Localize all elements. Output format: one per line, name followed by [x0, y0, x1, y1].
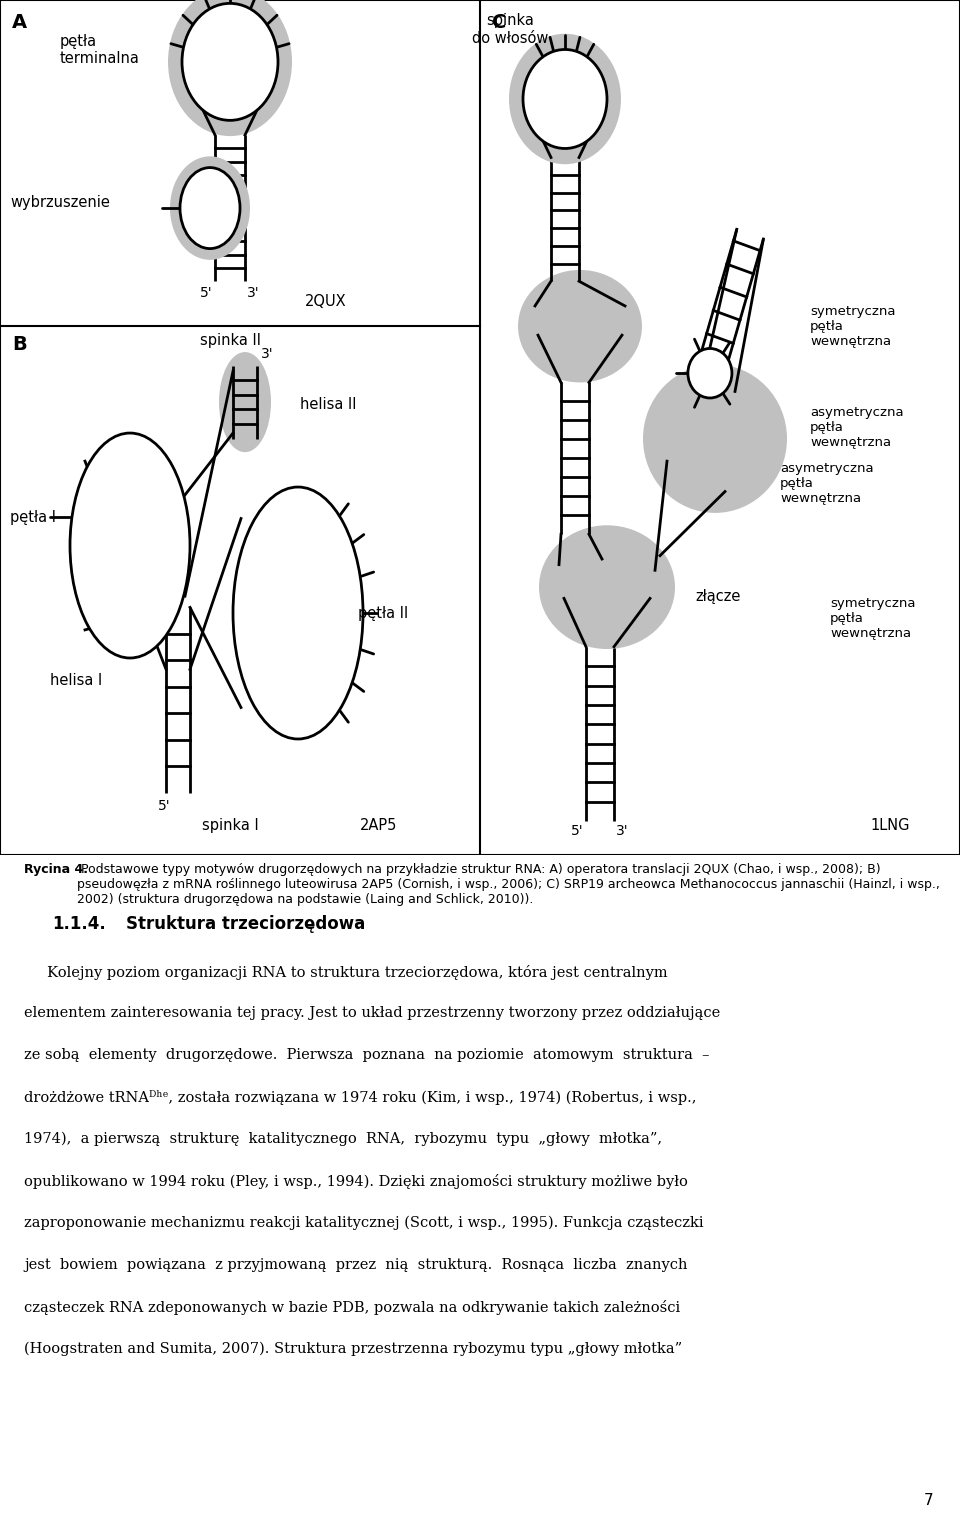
- Ellipse shape: [509, 33, 621, 165]
- Text: zaproponowanie mechanizmu reakcji katalitycznej (Scott, i wsp., 1995). Funkcja c: zaproponowanie mechanizmu reakcji katali…: [24, 1216, 704, 1230]
- Text: 5': 5': [157, 799, 170, 812]
- Text: Podstawowe typy motywów drugorzędowych na przykładzie struktur RNA: A) operatora: Podstawowe typy motywów drugorzędowych n…: [77, 862, 940, 906]
- Text: asymetryczna
pętła
wewnętrzna: asymetryczna pętła wewnętrzna: [780, 461, 874, 505]
- Ellipse shape: [168, 0, 292, 136]
- Text: elementem zainteresowania tej pracy. Jest to układ przestrzenny tworzony przez o: elementem zainteresowania tej pracy. Jes…: [24, 1006, 720, 1020]
- Ellipse shape: [688, 348, 732, 398]
- Text: A: A: [12, 14, 27, 32]
- Text: ze sobą  elementy  drugorzędowe.  Pierwsza  poznana  na poziomie  atomowym  stru: ze sobą elementy drugorzędowe. Pierwsza …: [24, 1049, 709, 1062]
- Text: symetryczna
pętła
wewnętrzna: symetryczna pętła wewnętrzna: [830, 598, 916, 640]
- Text: złącze: złącze: [695, 589, 740, 604]
- Ellipse shape: [539, 525, 675, 649]
- Text: spinka II: spinka II: [200, 333, 260, 348]
- Text: asymetryczna
pętła
wewnętrzna: asymetryczna pętła wewnętrzna: [810, 405, 903, 449]
- Text: drożdżowe tRNAᴰʰᵉ, została rozwiązana w 1974 roku (Kim, i wsp., 1974) (Robertus,: drożdżowe tRNAᴰʰᵉ, została rozwiązana w …: [24, 1091, 697, 1104]
- Text: 3': 3': [261, 346, 274, 360]
- Ellipse shape: [518, 269, 642, 383]
- Text: 1LNG: 1LNG: [871, 819, 910, 834]
- Text: C: C: [492, 14, 506, 32]
- Text: 5': 5': [201, 286, 213, 300]
- Text: spinka
do włosów: spinka do włosów: [471, 14, 548, 45]
- Ellipse shape: [233, 487, 363, 738]
- Text: 5': 5': [571, 823, 584, 838]
- Text: 3': 3': [616, 823, 629, 838]
- Text: Rycina 4.: Rycina 4.: [24, 862, 88, 876]
- Text: B: B: [12, 336, 27, 354]
- Ellipse shape: [219, 353, 271, 452]
- Ellipse shape: [523, 50, 607, 148]
- Text: (Hoogstraten and Sumita, 2007). Struktura przestrzenna rybozymu typu „głowy młot: (Hoogstraten and Sumita, 2007). Struktur…: [24, 1342, 683, 1356]
- Text: Struktura trzeciorzędowa: Struktura trzeciorzędowa: [126, 915, 365, 932]
- Text: pętła II: pętła II: [358, 605, 408, 620]
- Text: 7: 7: [924, 1493, 934, 1508]
- Text: wybrzuszenie: wybrzuszenie: [10, 195, 109, 210]
- Ellipse shape: [643, 365, 787, 513]
- Text: cząsteczek RNA zdeponowanych w bazie PDB, pozwala na odkrywanie takich zależnośc: cząsteczek RNA zdeponowanych w bazie PDB…: [24, 1300, 681, 1315]
- Ellipse shape: [170, 156, 250, 260]
- Text: helisa I: helisa I: [50, 673, 103, 688]
- Text: 1974),  a pierwszą  strukturę  katalitycznego  RNA,  rybozymu  typu  „głowy  mło: 1974), a pierwszą strukturę katalityczne…: [24, 1132, 662, 1147]
- Text: pętła
terminalna: pętła terminalna: [60, 33, 140, 67]
- Text: 2AP5: 2AP5: [360, 819, 397, 834]
- Text: Kolejny poziom organizacji RNA to struktura trzeciorzędowa, która jest centralny: Kolejny poziom organizacji RNA to strukt…: [24, 965, 667, 979]
- Text: opublikowano w 1994 roku (Pley, i wsp., 1994). Dzięki znajomości struktury możli: opublikowano w 1994 roku (Pley, i wsp., …: [24, 1174, 688, 1189]
- Text: helisa II: helisa II: [300, 398, 356, 413]
- Text: 3': 3': [247, 286, 259, 300]
- Text: jest  bowiem  powiązana  z przyjmowaną  przez  nią  strukturą.  Rosnąca  liczba : jest bowiem powiązana z przyjmowaną prze…: [24, 1257, 687, 1272]
- Ellipse shape: [182, 3, 278, 121]
- Text: spinka I: spinka I: [202, 819, 258, 834]
- Ellipse shape: [70, 433, 190, 658]
- Text: symetryczna
pętła
wewnętrzna: symetryczna pętła wewnętrzna: [810, 304, 896, 348]
- Text: pętła I: pętła I: [10, 510, 56, 525]
- Ellipse shape: [180, 168, 240, 248]
- Text: 2QUX: 2QUX: [305, 294, 347, 309]
- Text: 1.1.4.: 1.1.4.: [53, 915, 107, 932]
